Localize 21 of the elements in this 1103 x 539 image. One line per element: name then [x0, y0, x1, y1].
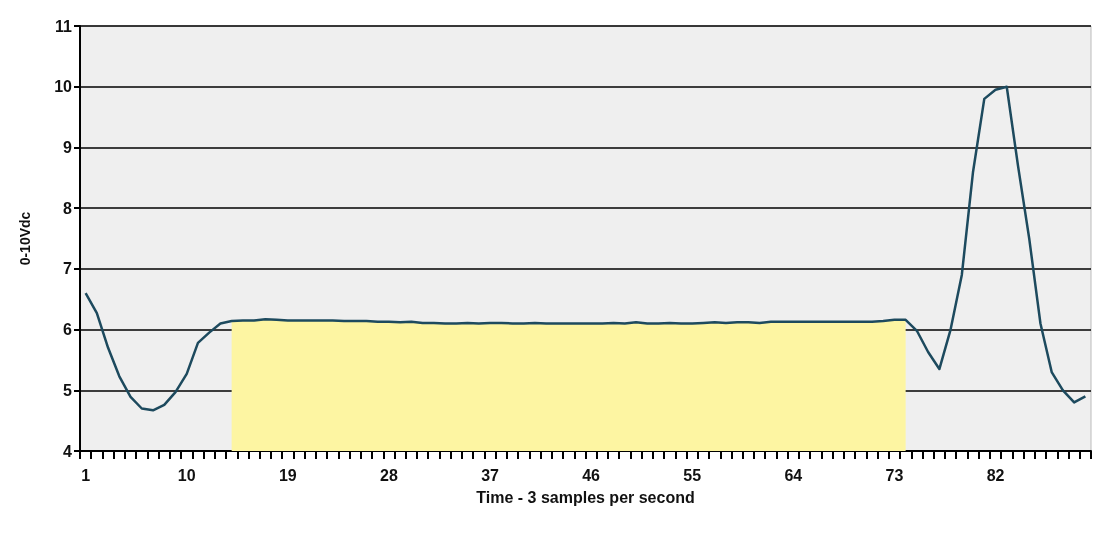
y-tick-label: 6 [63, 321, 73, 339]
x-tick-label: 37 [481, 466, 500, 484]
x-tick-label: 73 [885, 466, 904, 484]
y-tick-label: 9 [63, 138, 73, 156]
y-tick-label: 11 [55, 17, 73, 35]
x-tick-label: 1 [81, 466, 91, 484]
y-tick-label: 7 [63, 260, 73, 278]
x-tick-label: 28 [380, 466, 398, 484]
x-tick-label: 55 [683, 466, 702, 484]
y-tick-label: 4 [63, 442, 73, 460]
x-tick-label: 82 [986, 466, 1005, 484]
x-tick-label: 64 [784, 466, 803, 484]
line-series [84, 85, 1087, 412]
x-axis-title: Time - 3 samples per second [476, 488, 695, 506]
y-axis-title: 0-10Vdc [17, 211, 33, 266]
x-tick-label: 46 [582, 466, 601, 484]
y-tick-label: 5 [63, 381, 73, 399]
x-tick-label: 19 [278, 466, 297, 484]
x-tick-label: 10 [177, 466, 196, 484]
y-tick-label: 10 [54, 78, 73, 96]
y-tick-label: 8 [63, 199, 73, 217]
